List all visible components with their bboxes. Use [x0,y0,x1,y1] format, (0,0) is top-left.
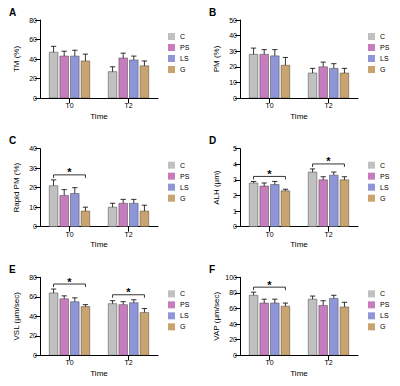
svg-text:Time: Time [90,240,108,249]
svg-text:30: 30 [29,165,37,172]
svg-text:60: 60 [29,36,37,43]
svg-text:T0: T0 [65,102,73,109]
svg-text:G: G [180,66,185,73]
svg-text:T0: T0 [65,231,73,238]
svg-text:*: * [267,279,272,291]
svg-text:Time: Time [290,240,308,249]
svg-text:*: * [67,276,72,288]
svg-text:20: 20 [29,332,37,339]
svg-text:B: B [209,7,216,18]
svg-text:5: 5 [233,145,237,152]
svg-text:*: * [67,166,72,178]
svg-text:T2: T2 [324,359,332,366]
svg-text:100: 100 [225,274,237,281]
svg-text:10: 10 [229,79,237,86]
svg-text:ALH (μm): ALH (μm) [212,170,221,205]
svg-text:C: C [180,290,185,297]
svg-text:A: A [9,7,16,18]
svg-text:PS: PS [180,173,190,180]
svg-text:E: E [9,264,16,275]
svg-text:20: 20 [29,75,37,82]
svg-text:40: 40 [29,313,37,320]
svg-text:0: 0 [33,223,37,230]
svg-text:20: 20 [229,63,237,70]
svg-text:G: G [380,195,385,202]
svg-text:PS: PS [380,301,390,308]
svg-text:T2: T2 [324,102,332,109]
svg-text:Time: Time [90,112,108,121]
svg-text:LS: LS [380,312,389,319]
svg-text:Time: Time [290,112,308,121]
svg-text:C: C [380,162,385,169]
svg-text:C: C [180,33,185,40]
svg-text:*: * [126,286,131,298]
svg-text:LS: LS [180,184,189,191]
svg-text:30: 30 [229,48,237,55]
svg-text:0: 0 [33,95,37,102]
svg-text:VSL (μm/sec): VSL (μm/sec) [12,292,21,341]
svg-text:VAP (μm/sec): VAP (μm/sec) [212,292,221,341]
svg-text:Time: Time [90,369,108,378]
svg-text:0: 0 [33,352,37,359]
svg-text:T2: T2 [124,231,132,238]
svg-text:LS: LS [380,55,389,62]
svg-text:2: 2 [233,192,237,199]
svg-text:G: G [380,66,385,73]
svg-text:T2: T2 [124,102,132,109]
svg-text:LS: LS [380,184,389,191]
svg-text:G: G [180,323,185,330]
svg-text:PM (%): PM (%) [212,45,221,72]
svg-text:*: * [326,155,331,167]
svg-text:Time: Time [290,369,308,378]
svg-text:0: 0 [233,95,237,102]
svg-text:60: 60 [29,293,37,300]
svg-text:*: * [267,168,272,180]
svg-text:T0: T0 [265,359,273,366]
svg-text:PS: PS [180,44,190,51]
svg-text:40: 40 [229,321,237,328]
svg-text:80: 80 [29,274,37,281]
svg-text:C: C [380,33,385,40]
svg-text:C: C [180,162,185,169]
svg-text:40: 40 [29,56,37,63]
svg-text:20: 20 [29,184,37,191]
svg-text:D: D [209,135,216,146]
svg-text:G: G [380,323,385,330]
svg-text:0: 0 [233,223,237,230]
svg-text:PS: PS [380,173,390,180]
svg-text:20: 20 [229,336,237,343]
svg-text:80: 80 [29,17,37,24]
svg-text:C: C [380,290,385,297]
svg-text:1: 1 [233,208,237,215]
svg-text:80: 80 [229,289,237,296]
svg-text:C: C [9,135,16,146]
svg-text:40: 40 [29,145,37,152]
svg-text:F: F [209,264,215,275]
svg-text:T2: T2 [324,231,332,238]
svg-text:T0: T0 [265,231,273,238]
svg-text:10: 10 [29,204,37,211]
svg-text:LS: LS [180,312,189,319]
svg-text:T0: T0 [65,359,73,366]
svg-text:50: 50 [229,17,237,24]
svg-text:40: 40 [229,32,237,39]
svg-text:T2: T2 [124,359,132,366]
svg-text:LS: LS [180,55,189,62]
svg-text:0: 0 [233,352,237,359]
svg-text:3: 3 [233,176,237,183]
svg-text:G: G [180,195,185,202]
svg-text:Rapid PM (%): Rapid PM (%) [12,162,21,212]
svg-text:TM (%): TM (%) [12,46,21,73]
svg-text:4: 4 [233,161,237,168]
svg-text:PS: PS [380,44,390,51]
svg-text:60: 60 [229,305,237,312]
svg-text:PS: PS [180,301,190,308]
svg-text:T0: T0 [265,102,273,109]
